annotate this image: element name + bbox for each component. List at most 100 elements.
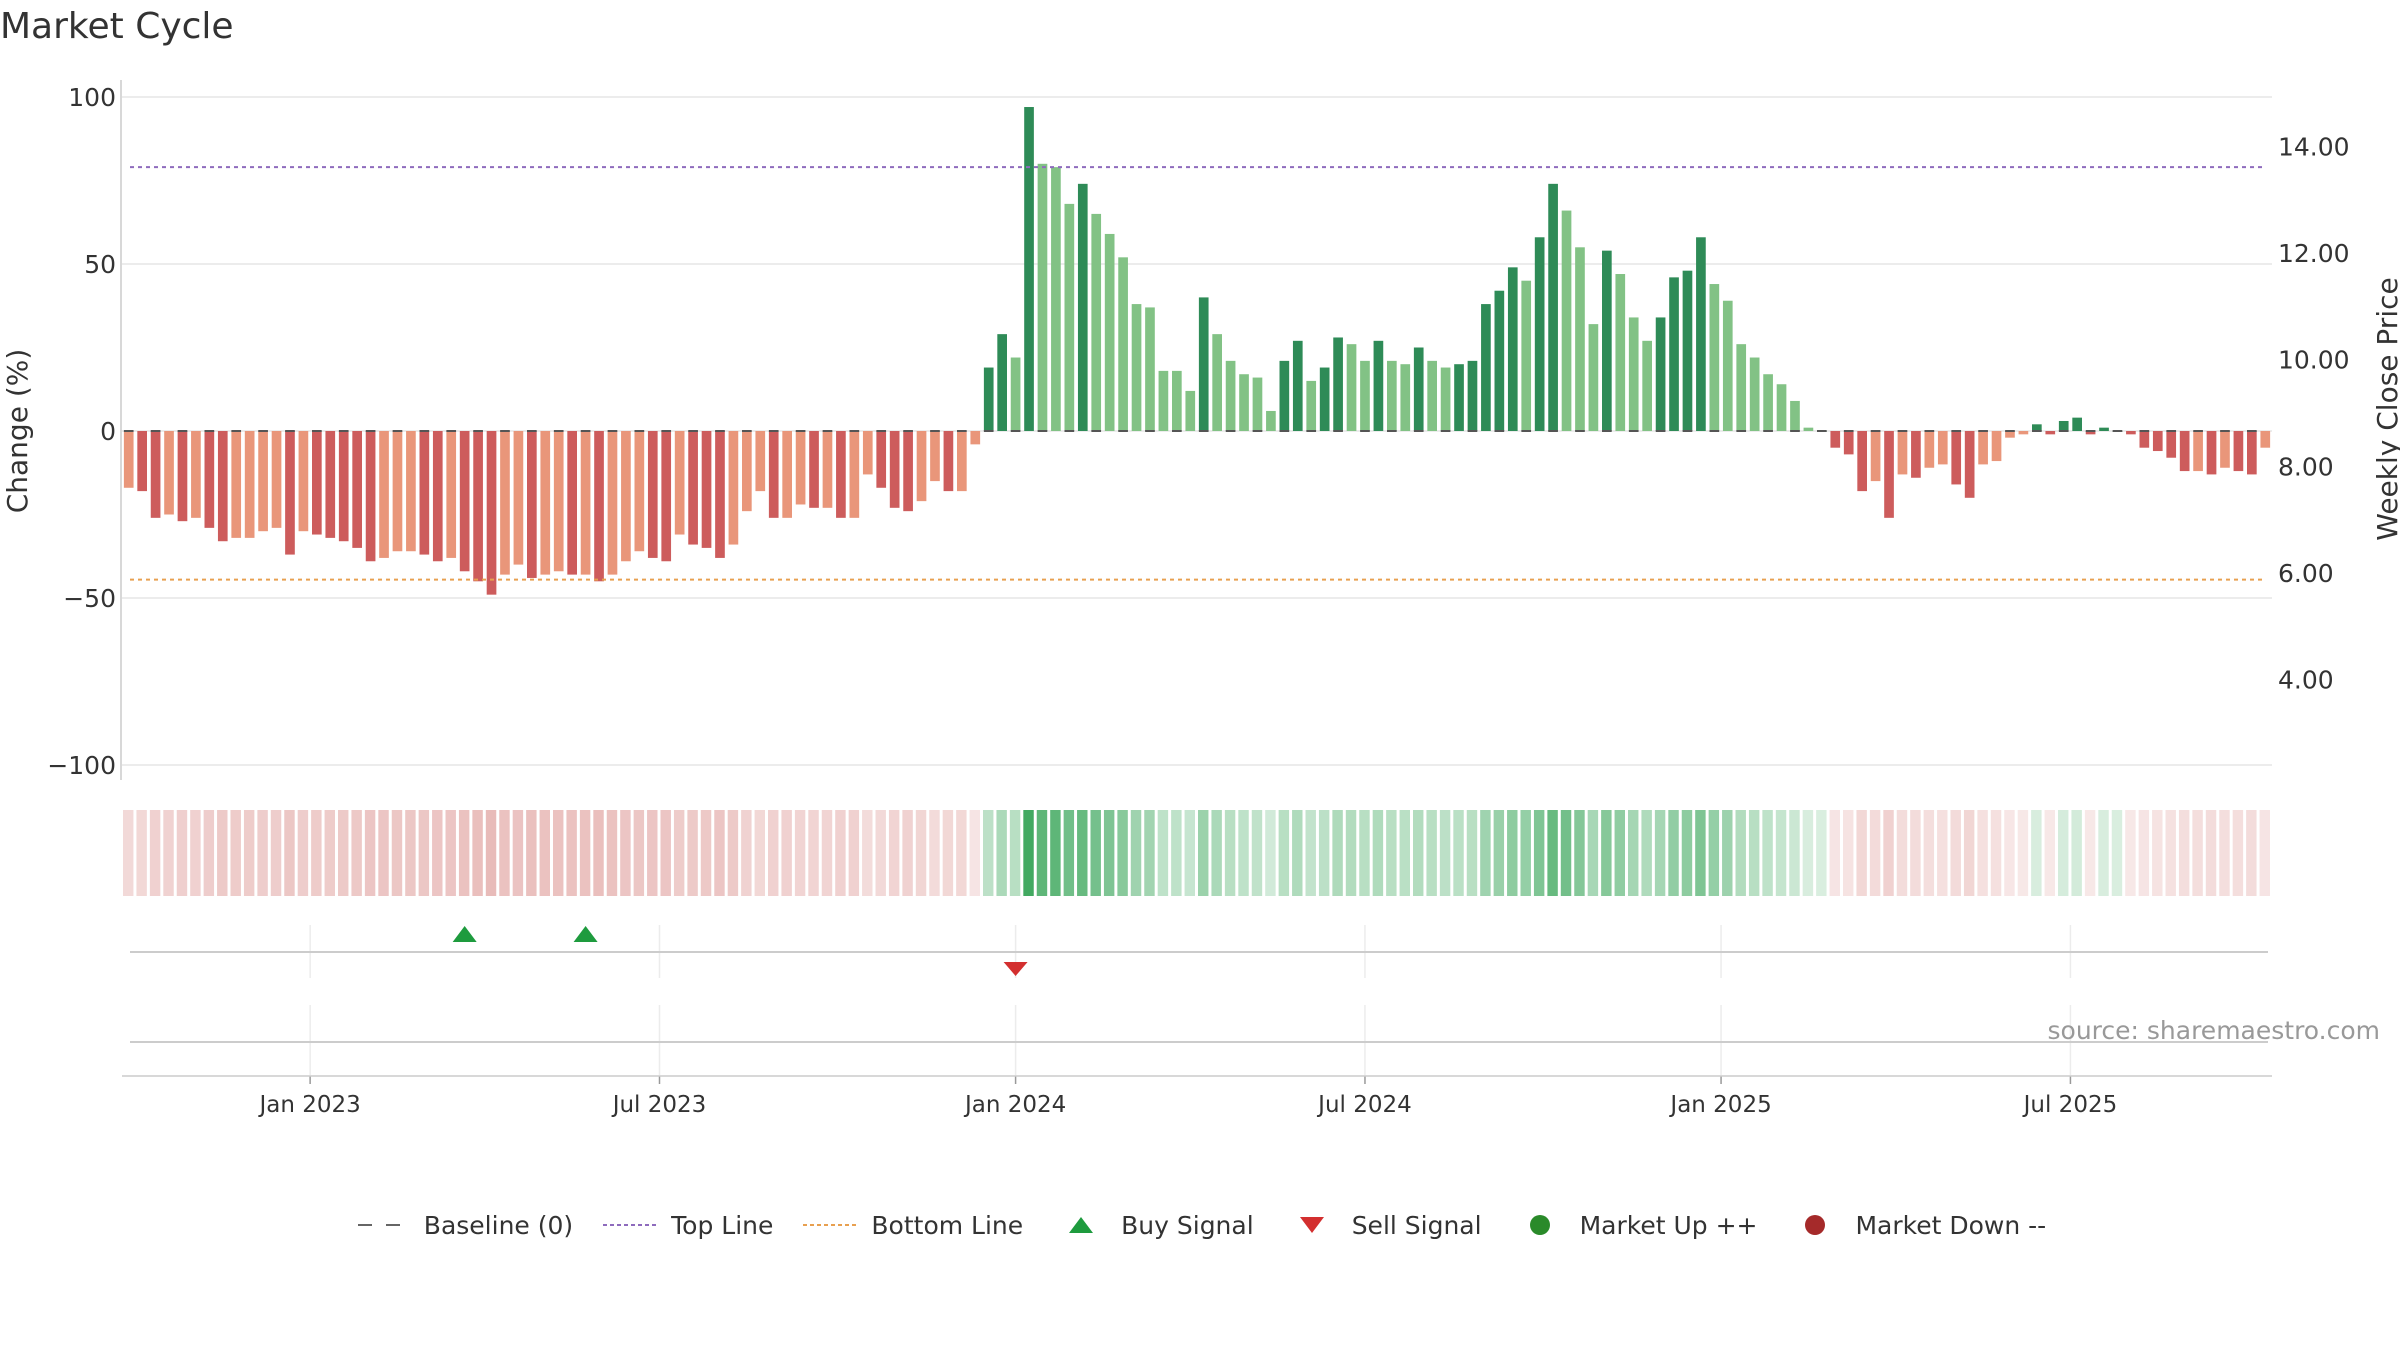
- bar: [365, 431, 376, 562]
- heat-cell: [1278, 810, 1290, 896]
- heat-cell: [929, 810, 940, 896]
- heat-cell: [203, 810, 215, 896]
- bar: [312, 431, 322, 535]
- bar: [2058, 420, 2069, 431]
- y-tick-label: 50: [84, 250, 116, 279]
- heat-cell: [1829, 810, 1840, 896]
- bar: [1682, 270, 1693, 431]
- legend-item: Market Up ++: [1510, 1211, 1757, 1240]
- bar: [1266, 410, 1276, 431]
- x-tick-label: Jan 2023: [257, 1092, 360, 1118]
- heat-cell: [1144, 810, 1155, 896]
- bar: [916, 431, 927, 502]
- bar: [1722, 300, 1733, 431]
- heat-cell: [1963, 810, 1975, 896]
- heat-cell: [1654, 810, 1666, 896]
- bar: [1064, 203, 1075, 431]
- bar: [1964, 431, 1975, 498]
- y2-tick-label: 8.00: [2278, 452, 2334, 481]
- heat-cell: [727, 810, 739, 896]
- bar: [755, 431, 766, 492]
- heat-cell: [2165, 810, 2176, 896]
- heat-cell: [1695, 810, 1706, 896]
- heat-cell: [741, 810, 752, 896]
- heat-cell: [1977, 810, 1988, 896]
- bar: [1212, 334, 1222, 431]
- heat-cell: [1090, 810, 1101, 896]
- heat-cell: [2232, 810, 2244, 896]
- bar: [634, 431, 645, 552]
- heat-cell: [2138, 810, 2150, 896]
- bar: [1588, 324, 1599, 431]
- bar: [594, 431, 604, 582]
- heat-cell: [2017, 810, 2029, 896]
- heat-cell: [1990, 810, 2002, 896]
- bar: [527, 431, 537, 578]
- bar: [2179, 431, 2190, 472]
- legend-label: Top Line: [671, 1210, 774, 1240]
- bar: [661, 431, 672, 562]
- bar: [1225, 360, 1236, 431]
- y-tick-label: 100: [68, 83, 116, 112]
- heat-cell: [2031, 810, 2042, 896]
- axes-layer: 100 50 0 −50 −100 14.00 12.00 10.00 8.00 6.00 4.00…: [1, 80, 2400, 780]
- bar: [2260, 431, 2271, 448]
- bar: [2233, 431, 2244, 472]
- bar: [1010, 357, 1021, 431]
- heat-cell: [2259, 810, 2270, 896]
- bar: [1534, 237, 1545, 431]
- bar: [1131, 304, 1142, 431]
- bar: [1319, 367, 1330, 431]
- heat-cell: [553, 810, 564, 896]
- heat-cell: [1533, 810, 1545, 896]
- y-axis-label: Change (%): [1, 349, 34, 514]
- heat-cell: [405, 810, 416, 896]
- x-tick-label: Jan 2025: [1668, 1092, 1771, 1118]
- bar: [1400, 364, 1411, 431]
- source-label: source: sharemaestro.com: [2047, 1016, 2381, 1045]
- heat-cell: [1910, 810, 1921, 896]
- heat-cell: [1937, 810, 1948, 896]
- bar: [1145, 307, 1155, 431]
- heat-cell: [1036, 810, 1048, 896]
- lines-layer: [123, 166, 2266, 581]
- heat-cell: [1251, 810, 1263, 896]
- circle-icon: [1805, 1215, 1826, 1235]
- bar: [2085, 431, 2096, 435]
- heat-cell: [593, 810, 604, 896]
- bar: [1521, 280, 1532, 431]
- bar: [1763, 374, 1773, 431]
- bar: [392, 431, 403, 552]
- down-triangle-icon: [1299, 1217, 1324, 1233]
- heat-cell: [2044, 810, 2055, 896]
- bar: [137, 431, 147, 492]
- heat-cell: [1386, 810, 1397, 896]
- bar: [500, 431, 510, 575]
- heat-cell: [2192, 810, 2203, 896]
- bar: [1575, 247, 1585, 431]
- heat-cell: [1130, 810, 1142, 896]
- heat-cell: [687, 810, 698, 896]
- heat-cell: [862, 810, 873, 896]
- bar: [164, 431, 174, 515]
- bar: [1669, 277, 1679, 431]
- bar: [862, 431, 873, 475]
- bar: [2018, 431, 2029, 435]
- legend-item: Market Down --: [1785, 1211, 2046, 1240]
- heat-cell: [1426, 810, 1437, 896]
- bar: [836, 431, 846, 518]
- x-tick-label: Jan 2024: [963, 1092, 1066, 1118]
- heat-cell: [673, 810, 685, 896]
- dash-line-icon: [357, 1224, 400, 1226]
- heat-cell: [2084, 810, 2096, 896]
- bar: [553, 431, 564, 572]
- bar: [1346, 344, 1357, 431]
- heat-cell: [2205, 810, 2217, 896]
- signal-panel: [130, 925, 2268, 1075]
- heat-cell: [983, 810, 994, 896]
- heat-cell: [1211, 810, 1222, 896]
- bar: [688, 431, 698, 545]
- heat-cell: [1238, 810, 1249, 896]
- heat-cell: [1816, 810, 1827, 896]
